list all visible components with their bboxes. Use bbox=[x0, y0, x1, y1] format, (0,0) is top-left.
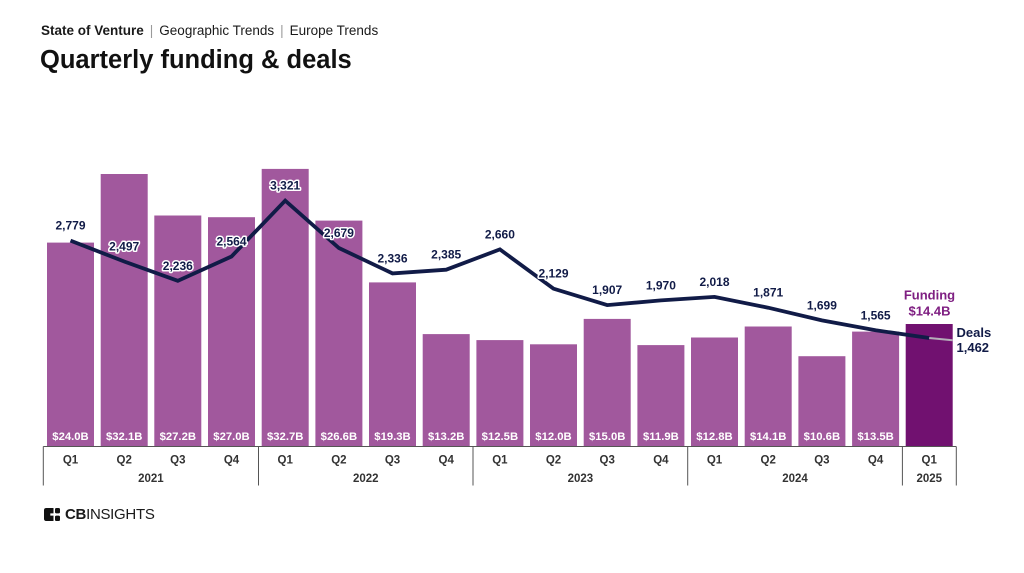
svg-text:$14.1B: $14.1B bbox=[750, 431, 786, 443]
svg-text:Q4: Q4 bbox=[868, 455, 884, 467]
svg-text:1,907: 1,907 bbox=[592, 283, 622, 297]
svg-text:$13.2B: $13.2B bbox=[428, 431, 464, 443]
svg-text:2,236: 2,236 bbox=[163, 259, 193, 273]
svg-text:1,565: 1,565 bbox=[861, 308, 891, 322]
svg-text:Q2: Q2 bbox=[761, 455, 776, 467]
svg-text:$13.5B: $13.5B bbox=[857, 431, 893, 443]
svg-text:Q1: Q1 bbox=[492, 455, 508, 467]
svg-text:2,497: 2,497 bbox=[109, 240, 139, 254]
svg-text:$27.0B: $27.0B bbox=[213, 431, 249, 443]
svg-text:Q1: Q1 bbox=[63, 455, 79, 467]
svg-text:Q1: Q1 bbox=[278, 455, 294, 467]
svg-text:Q4: Q4 bbox=[439, 455, 455, 467]
svg-text:1,970: 1,970 bbox=[646, 278, 676, 292]
svg-text:Q3: Q3 bbox=[170, 455, 185, 467]
svg-text:2,779: 2,779 bbox=[55, 219, 85, 233]
svg-text:$12.5B: $12.5B bbox=[482, 431, 518, 443]
svg-text:$27.2B: $27.2B bbox=[160, 431, 196, 443]
svg-text:$32.1B: $32.1B bbox=[106, 431, 142, 443]
svg-text:$14.4B: $14.4B bbox=[909, 304, 951, 319]
svg-text:Q4: Q4 bbox=[224, 455, 240, 467]
svg-text:$11.9B: $11.9B bbox=[643, 431, 679, 443]
svg-text:2,564: 2,564 bbox=[216, 235, 246, 249]
svg-text:Funding: Funding bbox=[904, 288, 955, 303]
svg-text:Q2: Q2 bbox=[331, 455, 346, 467]
svg-text:2,018: 2,018 bbox=[699, 275, 729, 289]
svg-text:Q3: Q3 bbox=[600, 455, 615, 467]
svg-text:1,871: 1,871 bbox=[753, 286, 783, 300]
svg-text:2,660: 2,660 bbox=[485, 227, 515, 241]
svg-text:2025: 2025 bbox=[917, 473, 943, 485]
svg-text:Q3: Q3 bbox=[814, 455, 829, 467]
svg-text:Q2: Q2 bbox=[117, 455, 132, 467]
svg-text:$19.3B: $19.3B bbox=[374, 431, 410, 443]
svg-text:Q4: Q4 bbox=[653, 455, 669, 467]
svg-text:2,385: 2,385 bbox=[431, 248, 461, 262]
svg-text:Q3: Q3 bbox=[385, 455, 400, 467]
svg-text:Deals: Deals bbox=[957, 325, 992, 340]
svg-text:1,462: 1,462 bbox=[957, 340, 990, 355]
svg-text:1,699: 1,699 bbox=[807, 298, 837, 312]
svg-text:2022: 2022 bbox=[353, 473, 379, 485]
svg-text:2,336: 2,336 bbox=[377, 251, 407, 265]
svg-text:2021: 2021 bbox=[138, 473, 164, 485]
svg-text:$32.7B: $32.7B bbox=[267, 431, 303, 443]
svg-text:Q2: Q2 bbox=[546, 455, 561, 467]
svg-text:$12.0B: $12.0B bbox=[535, 431, 571, 443]
svg-text:2023: 2023 bbox=[568, 473, 594, 485]
svg-text:2024: 2024 bbox=[782, 473, 808, 485]
svg-text:Q1: Q1 bbox=[707, 455, 723, 467]
svg-text:$10.6B: $10.6B bbox=[804, 431, 840, 443]
svg-text:$15.0B: $15.0B bbox=[589, 431, 625, 443]
svg-text:$12.8B: $12.8B bbox=[696, 431, 732, 443]
svg-text:$24.0B: $24.0B bbox=[52, 431, 88, 443]
svg-text:$26.6B: $26.6B bbox=[321, 431, 357, 443]
svg-text:Q1: Q1 bbox=[922, 455, 938, 467]
svg-text:3,321: 3,321 bbox=[270, 179, 300, 193]
svg-text:2,129: 2,129 bbox=[538, 267, 568, 281]
svg-text:2,679: 2,679 bbox=[324, 226, 354, 240]
